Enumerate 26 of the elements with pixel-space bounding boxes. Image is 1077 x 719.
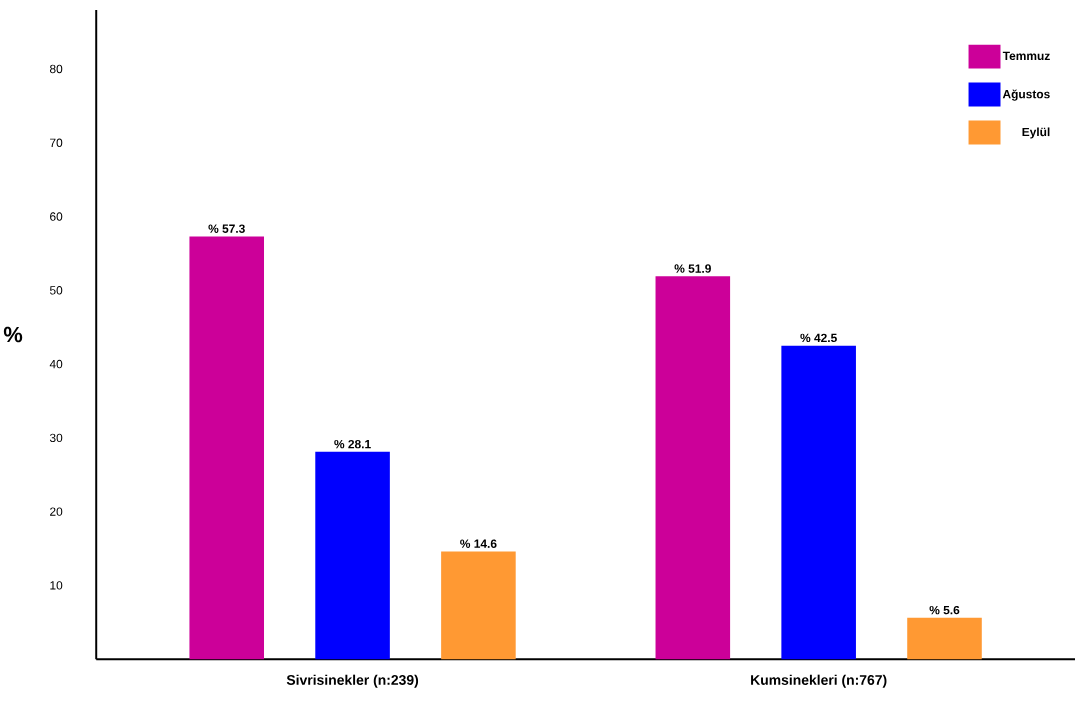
data-label: % 42.5	[800, 333, 837, 343]
y-tick-label: 80	[49, 64, 63, 74]
data-label: % 28.1	[334, 439, 371, 449]
legend-label: Eylül	[1022, 127, 1050, 139]
y-tick-label: 60	[50, 212, 63, 221]
data-label: % 14.6	[460, 539, 497, 548]
x-tick-label: Kumsinekleri (n:767)	[751, 674, 887, 688]
x-tick-label: Sivrisinekler (n:239)	[286, 674, 419, 688]
y-tick-label: 50	[49, 286, 63, 295]
y-tick-label: 20	[50, 507, 63, 516]
bar	[781, 345, 856, 660]
y-axis-title: %	[3, 326, 23, 343]
y-tick-label: 30	[49, 433, 63, 443]
data-label: % 5.6	[929, 605, 960, 615]
legend-label: Ağustos	[1002, 89, 1050, 101]
y-tick-label: 40	[49, 359, 63, 369]
y-tick-label: 10	[50, 581, 63, 590]
bar	[315, 451, 390, 660]
data-label: % 57.3	[208, 224, 245, 233]
legend-label: Temmuz	[1002, 51, 1050, 61]
bar	[441, 551, 516, 660]
bar	[655, 276, 731, 660]
bar	[189, 236, 265, 660]
bar	[907, 617, 982, 660]
y-tick-label: 70	[50, 138, 63, 147]
data-label: % 51.9	[674, 264, 711, 273]
